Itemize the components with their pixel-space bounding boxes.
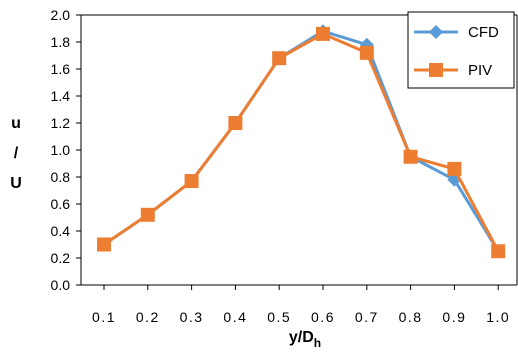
x-axis-title: y/Dh bbox=[289, 329, 321, 350]
data-point-piv bbox=[97, 237, 111, 252]
legend-piv-label: PIV bbox=[468, 62, 492, 79]
x-tick-label: 0.1 bbox=[92, 309, 116, 325]
data-point-piv bbox=[403, 149, 418, 164]
legend-piv-marker bbox=[429, 63, 443, 77]
y-tick-label: 1.6 bbox=[51, 61, 71, 77]
x-tick-label: 0.4 bbox=[223, 309, 247, 325]
x-axis: 0.1 0.2 0.3 0.4 0.5 0.6 0.7 0.8 0.9 1.0 bbox=[92, 285, 510, 325]
x-tick-label: 0.5 bbox=[267, 309, 291, 325]
y-tick-label: 0.8 bbox=[51, 169, 71, 185]
data-point-piv bbox=[140, 207, 155, 222]
y-axis-title: u / U bbox=[10, 115, 22, 192]
x-tick-label: 0.6 bbox=[311, 309, 335, 325]
x-tick-label: 0.2 bbox=[136, 309, 160, 325]
y-tick-label: 0.2 bbox=[51, 250, 71, 266]
x-axis-title-main: y/D bbox=[289, 329, 314, 346]
y-tick-label: 0.4 bbox=[51, 223, 71, 239]
y-tick-label: 1.8 bbox=[51, 34, 71, 50]
legend-box bbox=[407, 11, 515, 89]
x-tick-label: 0.9 bbox=[442, 309, 466, 325]
legend: CFD PIV bbox=[407, 11, 515, 89]
y-tick-label: 0.6 bbox=[51, 196, 71, 212]
data-point-piv bbox=[228, 116, 243, 130]
data-point-piv bbox=[447, 161, 462, 176]
y-tick-label: 1.4 bbox=[51, 88, 71, 104]
data-point-piv bbox=[316, 26, 330, 41]
series-line-piv bbox=[103, 32, 500, 252]
x-tick-label: 0.7 bbox=[355, 309, 379, 325]
y-tick-label: 1.0 bbox=[51, 142, 71, 158]
x-tick-label: 0.8 bbox=[399, 309, 423, 325]
y-axis-title-line-2: / bbox=[14, 145, 19, 162]
y-tick-label: 1.2 bbox=[51, 115, 71, 131]
y-axis: 0.0 0.2 0.4 0.6 0.8 1.0 1.2 1.4 1.6 1.8 2.0 bbox=[51, 7, 81, 293]
legend-cfd-marker bbox=[429, 25, 443, 39]
data-point-piv bbox=[272, 51, 287, 66]
series-layer bbox=[97, 24, 506, 259]
data-point-piv bbox=[491, 244, 506, 259]
x-tick-label: 1.0 bbox=[486, 309, 510, 325]
data-point-piv bbox=[184, 174, 199, 189]
x-axis-title-subscript: h bbox=[314, 336, 321, 350]
y-axis-title-line-3: U bbox=[10, 175, 22, 192]
data-point-piv bbox=[359, 45, 374, 60]
y-tick-label: 2.0 bbox=[51, 7, 71, 23]
legend-cfd-label: CFD bbox=[468, 24, 499, 41]
y-tick-label: 0.0 bbox=[51, 277, 71, 293]
x-tick-label: 0.3 bbox=[180, 309, 204, 325]
y-axis-title-line-1: u bbox=[11, 115, 21, 132]
